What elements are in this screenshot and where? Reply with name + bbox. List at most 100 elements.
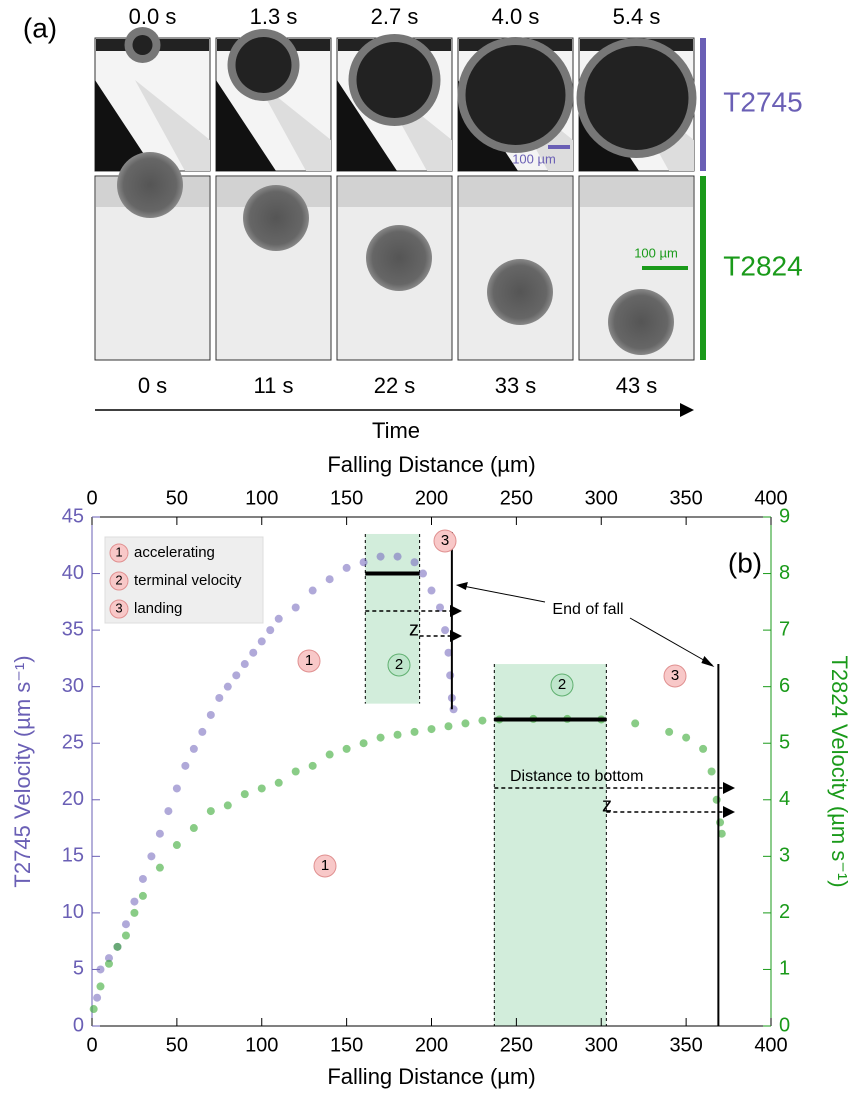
drop bbox=[117, 152, 183, 218]
y2-tick-label: 0 bbox=[779, 1014, 790, 1036]
stage-marker bbox=[387, 653, 411, 677]
scale-label: 100 µm bbox=[512, 151, 556, 166]
point bbox=[138, 874, 147, 883]
scale-label: 100 µm bbox=[634, 245, 678, 260]
point bbox=[274, 614, 283, 623]
point bbox=[172, 784, 181, 793]
legend-marker bbox=[109, 543, 129, 563]
point bbox=[189, 744, 198, 753]
legend-box bbox=[104, 536, 264, 624]
point bbox=[121, 931, 130, 940]
x-tick-label-top: 350 bbox=[669, 487, 702, 509]
x-tick-label: 100 bbox=[245, 1034, 278, 1056]
point bbox=[716, 818, 725, 827]
point bbox=[104, 954, 113, 963]
point bbox=[93, 993, 102, 1002]
x-tick-label-top: 150 bbox=[330, 487, 363, 509]
point bbox=[410, 558, 419, 567]
point bbox=[121, 920, 130, 929]
image-top-shade bbox=[338, 177, 451, 207]
point bbox=[342, 563, 351, 572]
point bbox=[441, 626, 450, 635]
point bbox=[240, 660, 249, 669]
legend-number: 2 bbox=[115, 572, 122, 587]
stage-number: 3 bbox=[671, 667, 679, 684]
image-panels: 0.0 s 0 s 1.3 s 11 s 2.7 s 22 s 4.0 s 33 s 5.4 s… bbox=[94, 4, 697, 398]
drop-core bbox=[465, 45, 566, 145]
arrow-head bbox=[723, 806, 735, 818]
row-bar bbox=[700, 176, 706, 360]
x-tick-label: 350 bbox=[669, 1034, 702, 1056]
arrow-head bbox=[450, 630, 462, 642]
x-tick-label-top: 200 bbox=[415, 487, 448, 509]
x-tick-label: 0 bbox=[86, 1034, 97, 1056]
drop bbox=[608, 289, 674, 355]
point bbox=[419, 569, 428, 578]
y-tick-label: 5 bbox=[73, 958, 84, 980]
y-tick-label: 0 bbox=[73, 1014, 84, 1036]
time-label: 33 s bbox=[495, 373, 537, 398]
y-tick-label: 45 bbox=[62, 505, 84, 527]
time-label: 0.0 s bbox=[129, 4, 177, 29]
point bbox=[96, 982, 105, 991]
y2-axis-title: T2824 Velocity (µm s⁻¹) bbox=[827, 655, 852, 887]
drop-core bbox=[356, 42, 433, 118]
point bbox=[359, 558, 368, 567]
panel-label: (b) bbox=[728, 547, 762, 578]
stage-number: 2 bbox=[395, 656, 403, 673]
substrate bbox=[337, 80, 397, 171]
stage-number: 1 bbox=[305, 652, 313, 669]
stage-marker bbox=[663, 664, 687, 688]
drop-core bbox=[584, 46, 689, 150]
drop bbox=[366, 225, 432, 291]
point bbox=[223, 682, 232, 691]
point bbox=[631, 719, 640, 728]
row-label: T2824 bbox=[723, 250, 802, 281]
point bbox=[359, 739, 368, 748]
stage-marker bbox=[433, 529, 457, 553]
point bbox=[113, 942, 122, 951]
y-tick-label: 35 bbox=[62, 618, 84, 640]
arrow-head bbox=[455, 582, 468, 590]
drop bbox=[487, 259, 553, 325]
point bbox=[274, 778, 283, 787]
time-label: 22 s bbox=[374, 373, 416, 398]
stage-marker bbox=[313, 854, 337, 878]
time-label: 43 s bbox=[616, 373, 658, 398]
time-label: 4.0 s bbox=[492, 4, 540, 29]
row-bar bbox=[700, 38, 706, 171]
x-tick-label-top: 250 bbox=[500, 487, 533, 509]
x-tick-label-top: 100 bbox=[245, 487, 278, 509]
y2-tick-label: 2 bbox=[779, 901, 790, 923]
image-top-shade bbox=[580, 177, 693, 207]
point bbox=[164, 807, 173, 816]
point bbox=[699, 744, 708, 753]
legend-number: 3 bbox=[115, 600, 122, 615]
arrow-head bbox=[701, 656, 715, 667]
point bbox=[707, 767, 716, 776]
x-tick-label-top: 0 bbox=[86, 487, 97, 509]
point bbox=[342, 744, 351, 753]
point bbox=[198, 727, 207, 736]
annotation-arrow bbox=[629, 617, 713, 666]
point bbox=[444, 722, 453, 731]
y2-tick-label: 9 bbox=[779, 505, 790, 527]
drop-core bbox=[235, 37, 292, 93]
point bbox=[478, 716, 487, 725]
x-tick-label: 50 bbox=[166, 1034, 188, 1056]
time-label: 1.3 s bbox=[250, 4, 298, 29]
substrate bbox=[256, 80, 331, 171]
point bbox=[249, 648, 258, 657]
y-tick-label: 15 bbox=[62, 845, 84, 867]
annotation-arrow bbox=[457, 584, 546, 603]
point bbox=[189, 824, 198, 833]
y-tick-label: 20 bbox=[62, 788, 84, 810]
point bbox=[89, 1005, 98, 1014]
point bbox=[155, 863, 164, 872]
point bbox=[376, 733, 385, 742]
point bbox=[155, 829, 164, 838]
legend-text: terminal velocity bbox=[134, 572, 242, 589]
annotation: z bbox=[602, 794, 612, 816]
y-tick-label: 40 bbox=[62, 562, 84, 584]
point bbox=[138, 891, 147, 900]
